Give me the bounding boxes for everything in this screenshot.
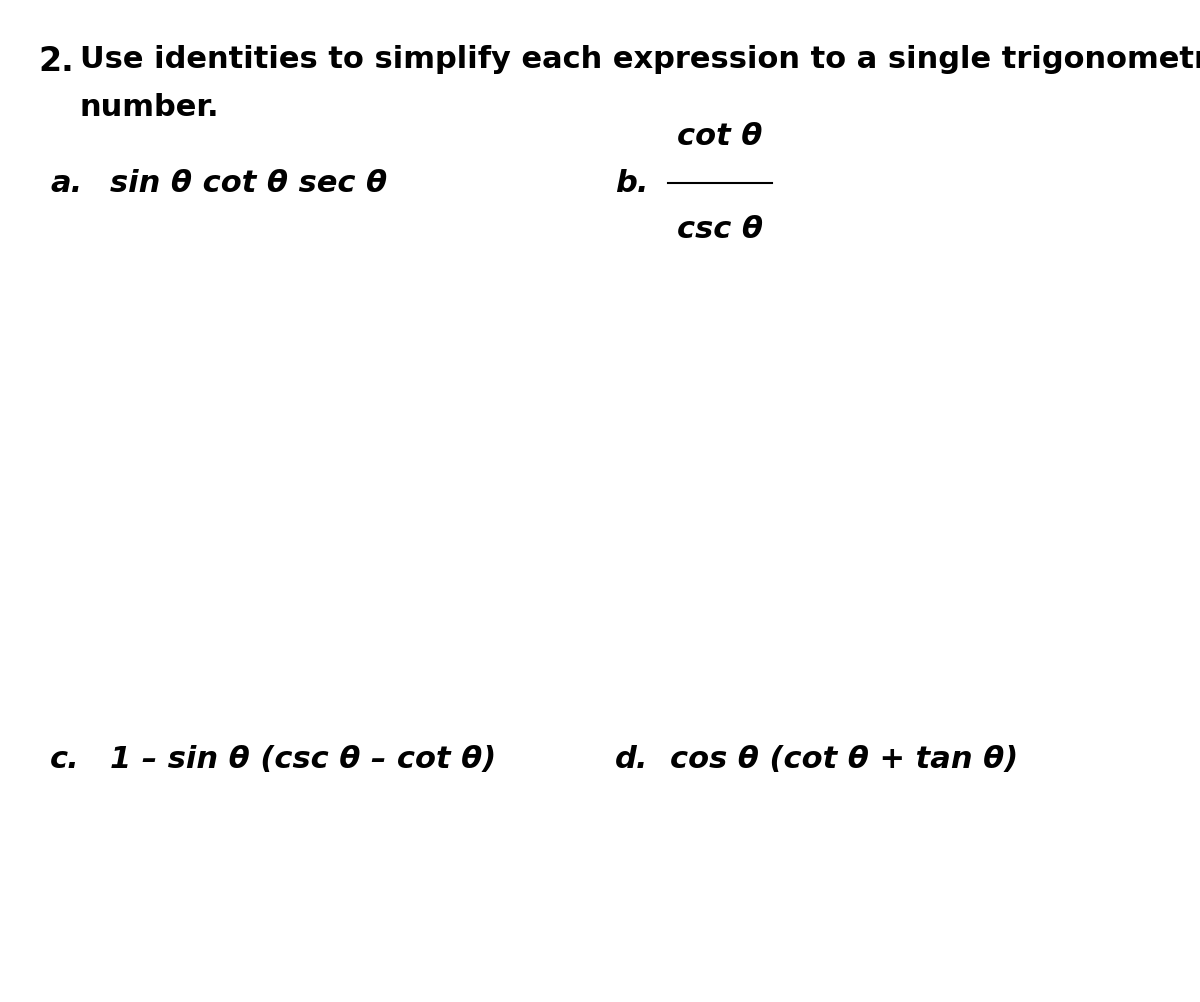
Text: csc θ: csc θ bbox=[677, 215, 763, 244]
Text: cos θ (cot θ + tan θ): cos θ (cot θ + tan θ) bbox=[670, 745, 1019, 775]
Text: sin θ cot θ sec θ: sin θ cot θ sec θ bbox=[110, 168, 388, 197]
Text: Use identities to simplify each expression to a single trigonometric: Use identities to simplify each expressi… bbox=[80, 45, 1200, 74]
Text: b.: b. bbox=[616, 168, 648, 197]
Text: c.: c. bbox=[50, 745, 79, 775]
Text: 2.: 2. bbox=[38, 45, 73, 78]
Text: d.: d. bbox=[616, 745, 648, 775]
Text: 1 – sin θ (csc θ – cot θ): 1 – sin θ (csc θ – cot θ) bbox=[110, 745, 497, 775]
Text: cot θ: cot θ bbox=[677, 122, 763, 151]
Text: number.: number. bbox=[80, 93, 220, 122]
Text: a.: a. bbox=[50, 168, 83, 197]
